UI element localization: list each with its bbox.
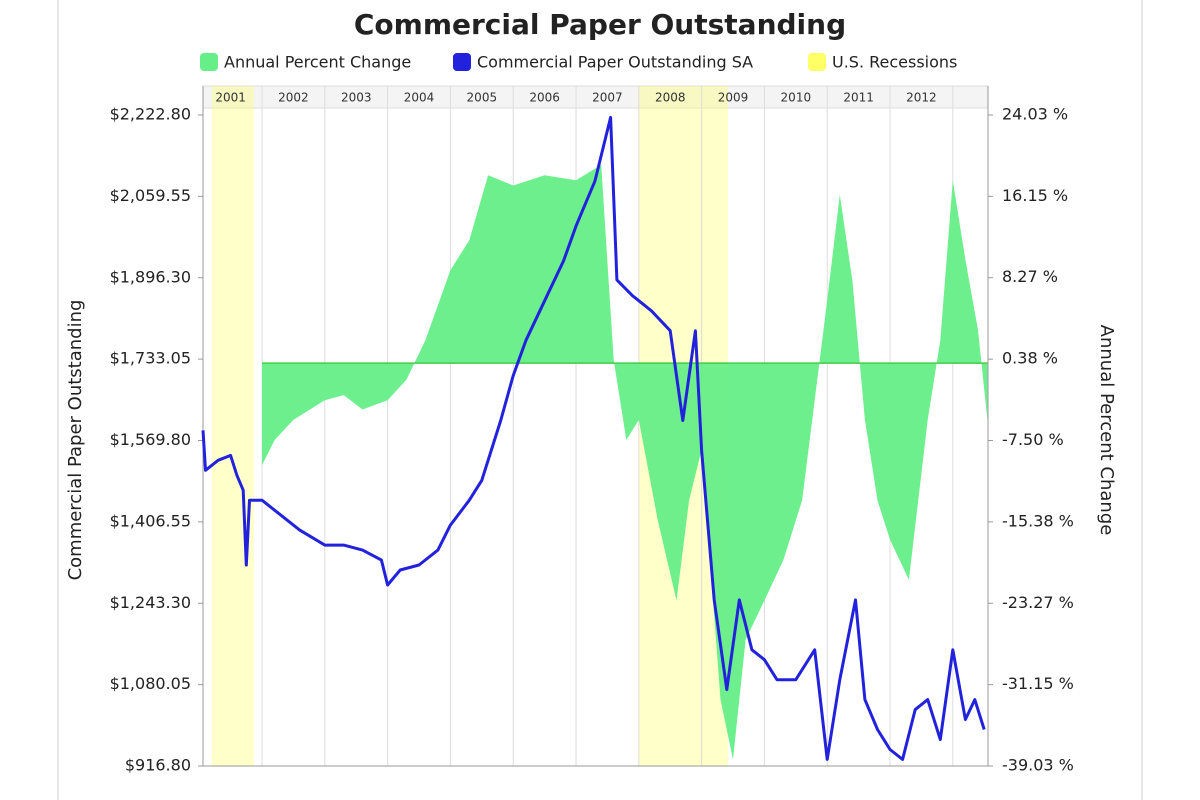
y2-tick-label: -15.38 % <box>1002 511 1074 530</box>
legend-swatch-0 <box>200 53 218 71</box>
year-label: 2010 <box>781 91 812 105</box>
y2-tick-label: 0.38 % <box>1002 349 1058 368</box>
y-tick-label: $916.80 <box>125 756 191 775</box>
y-tick-label: $1,569.80 <box>110 430 191 449</box>
plot-area: 2001 2002 2003 2004 2005 2006 2007 2008 2009 2010… <box>110 85 1074 775</box>
y-tick-label: $1,243.30 <box>110 593 191 612</box>
y2-tick-label: 24.03 % <box>1002 105 1068 124</box>
year-label: 2002 <box>278 91 309 105</box>
y-tick-label: $1,080.05 <box>110 674 191 693</box>
y-axis-title: Commercial Paper Outstanding <box>65 300 86 581</box>
year-label: 2005 <box>467 91 498 105</box>
year-label: 2008 <box>655 91 686 105</box>
y-tick-label: $2,059.55 <box>110 186 191 205</box>
y2-tick-label: -23.27 % <box>1002 593 1074 612</box>
legend: Annual Percent Change Commercial Paper O… <box>200 53 957 72</box>
year-label: 2011 <box>843 91 874 105</box>
legend-label: U.S. Recessions <box>832 53 957 72</box>
year-label: 2006 <box>529 91 560 105</box>
y-tick-label: $1,733.05 <box>110 349 191 368</box>
year-label: 2004 <box>404 91 435 105</box>
y-tick-label: $1,406.55 <box>110 511 191 530</box>
y2-tick-label: 16.15 % <box>1002 186 1068 205</box>
y2-tick-label: -39.03 % <box>1002 756 1074 775</box>
line <box>201 115 986 761</box>
y2-tick-label: -31.15 % <box>1002 674 1074 693</box>
y-tick-label: $2,222.80 <box>110 105 191 124</box>
legend-label: Commercial Paper Outstanding SA <box>477 53 753 72</box>
y2-tick-label: 8.27 % <box>1002 267 1058 286</box>
legend-swatch-2 <box>808 53 826 71</box>
y2-axis-title: Annual Percent Change <box>1096 325 1117 536</box>
legend-swatch-1 <box>453 53 471 71</box>
chart-title: Commercial Paper Outstanding <box>354 8 846 41</box>
year-label: 2009 <box>718 91 749 105</box>
year-label: 2012 <box>906 91 937 105</box>
year-label: 2003 <box>341 91 372 105</box>
year-label: 2001 <box>215 91 246 105</box>
area <box>262 164 988 760</box>
legend-label: Annual Percent Change <box>224 53 411 72</box>
y2-tick-label: -7.50 % <box>1002 430 1064 449</box>
year-label: 2007 <box>592 91 623 105</box>
recession-band <box>211 86 254 766</box>
y-tick-label: $1,896.30 <box>110 267 191 286</box>
